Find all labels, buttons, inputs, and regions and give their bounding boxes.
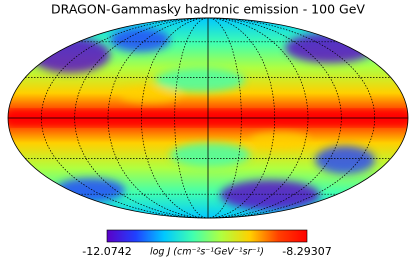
colorbar (106, 229, 308, 243)
map-outline (7, 17, 409, 219)
colorbar-max-label: -8.29307 (282, 245, 331, 258)
chart-title: DRAGON-Gammasky hadronic emission - 100 … (51, 2, 365, 17)
colorbar-min-label: -12.0742 (82, 245, 131, 258)
colorbar-label: log J (cm⁻²s⁻¹GeV⁻¹sr⁻¹) (150, 247, 264, 258)
